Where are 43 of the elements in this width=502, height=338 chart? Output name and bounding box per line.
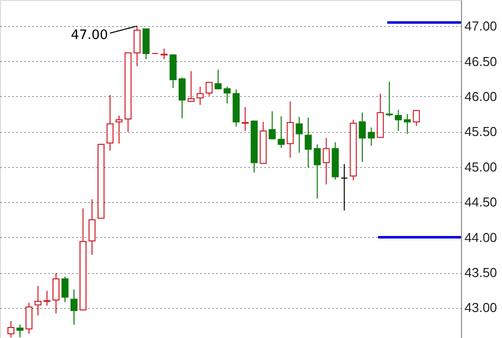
candlestick <box>368 126 375 146</box>
candlestick <box>16 324 24 338</box>
candlestick <box>34 285 42 316</box>
candlestick <box>116 114 123 144</box>
candlestick <box>278 116 285 148</box>
candlestick <box>62 276 68 303</box>
candlestick <box>206 82 213 96</box>
candlestick <box>178 76 186 119</box>
candlestick <box>296 116 303 154</box>
candlestick <box>322 138 330 185</box>
y-tick-label: 44.00 <box>464 230 498 245</box>
candlestick <box>214 69 222 90</box>
candlestick <box>224 86 231 104</box>
y-tick-label: 43.50 <box>464 265 498 280</box>
candlestick <box>70 288 78 326</box>
candlestick <box>268 110 276 140</box>
candlestick <box>25 302 32 334</box>
y-tick-label: 44.50 <box>464 194 498 210</box>
candlestick <box>52 272 60 314</box>
candlestick <box>134 26 141 67</box>
candlestick <box>196 86 204 106</box>
candlestick <box>304 117 312 168</box>
y-tick-label: 46.50 <box>464 54 498 69</box>
y-tick-label: 46.00 <box>464 88 498 104</box>
candlestick <box>404 114 411 134</box>
candlestick <box>242 106 249 132</box>
y-tick-label: 45.00 <box>464 159 498 174</box>
annotation: 47.00 <box>70 28 108 44</box>
candlestick <box>106 94 114 152</box>
candlestick <box>160 48 168 60</box>
y-tick-label: 47.00 <box>464 18 498 34</box>
candlestick <box>358 112 366 162</box>
candlestick <box>88 198 96 256</box>
candlestick <box>386 81 393 117</box>
candlestick <box>340 164 348 212</box>
candlestick <box>394 109 402 132</box>
candlestick <box>412 110 420 127</box>
candlestick <box>43 290 50 306</box>
y-tick-label: 43.00 <box>464 300 498 316</box>
candlestick <box>188 70 195 102</box>
candlestick <box>286 100 294 158</box>
candlestick <box>314 144 321 200</box>
y-tick-label: 45.50 <box>464 124 498 140</box>
